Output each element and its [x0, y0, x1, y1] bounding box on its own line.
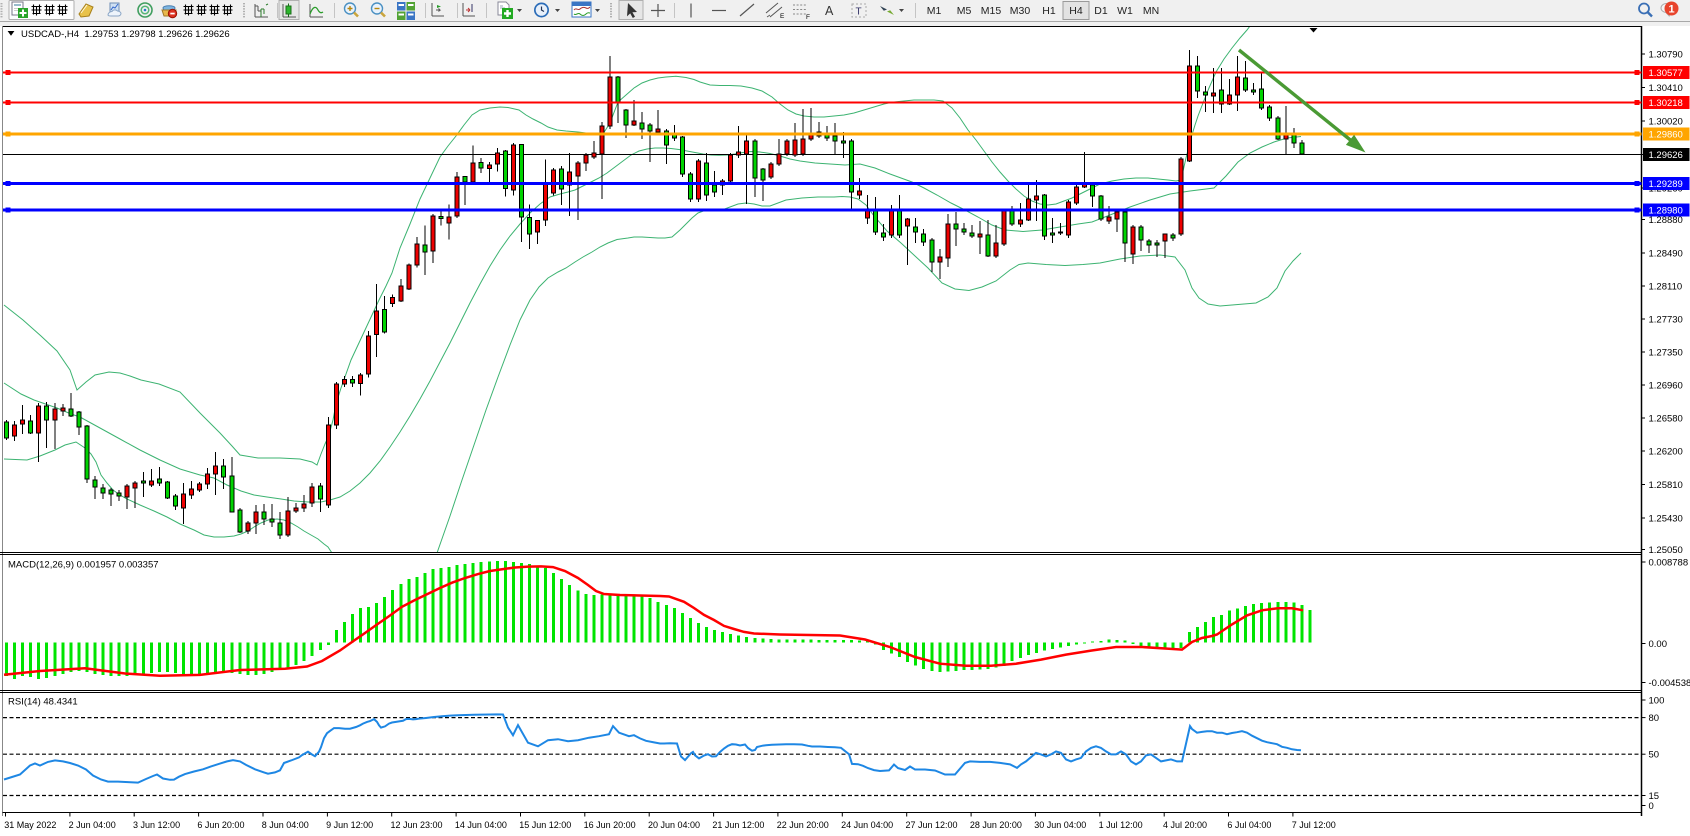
svg-text:15 Jun 12:00: 15 Jun 12:00 — [519, 820, 571, 830]
svg-text:1.26580: 1.26580 — [1649, 414, 1683, 425]
svg-text:6 Jun 20:00: 6 Jun 20:00 — [197, 820, 244, 830]
svg-text:7 Jul 12:00: 7 Jul 12:00 — [1292, 820, 1336, 830]
svg-text:1.29289: 1.29289 — [1649, 179, 1683, 190]
svg-text:1.28980: 1.28980 — [1649, 206, 1683, 217]
svg-text:1.25430: 1.25430 — [1649, 514, 1683, 525]
svg-text:1.28880: 1.28880 — [1649, 215, 1683, 226]
svg-text:1.29626: 1.29626 — [1649, 150, 1683, 161]
svg-text:M15: M15 — [981, 5, 1002, 17]
svg-text:6 Jul 04:00: 6 Jul 04:00 — [1227, 820, 1271, 830]
svg-text:1.27730: 1.27730 — [1649, 315, 1683, 326]
svg-text:12 Jun 23:00: 12 Jun 23:00 — [391, 820, 443, 830]
svg-text:9 Jun 12:00: 9 Jun 12:00 — [326, 820, 373, 830]
svg-text:80: 80 — [1649, 713, 1660, 724]
svg-text:RSI(14) 48.4341: RSI(14) 48.4341 — [8, 697, 78, 708]
svg-text:D1: D1 — [1094, 5, 1108, 17]
svg-text:1.30410: 1.30410 — [1649, 83, 1683, 94]
svg-text:E: E — [780, 13, 785, 20]
svg-text:1.28110: 1.28110 — [1649, 282, 1683, 293]
svg-text:31 May 2022: 31 May 2022 — [4, 820, 56, 830]
svg-text:15: 15 — [1649, 791, 1660, 802]
svg-text:T: T — [856, 7, 862, 18]
svg-text:27 Jun 12:00: 27 Jun 12:00 — [905, 820, 957, 830]
svg-text:M1: M1 — [927, 5, 942, 17]
svg-text:21 Jun 12:00: 21 Jun 12:00 — [712, 820, 764, 830]
svg-text:16 Jun 20:00: 16 Jun 20:00 — [584, 820, 636, 830]
svg-text:1.27350: 1.27350 — [1649, 348, 1683, 359]
svg-text:50: 50 — [1649, 750, 1660, 761]
svg-text:MN: MN — [1143, 5, 1159, 17]
svg-text:1.25810: 1.25810 — [1649, 480, 1683, 491]
svg-text:24 Jun 04:00: 24 Jun 04:00 — [841, 820, 893, 830]
svg-text:1 Jul 12:00: 1 Jul 12:00 — [1099, 820, 1143, 830]
svg-text:4 Jul 20:00: 4 Jul 20:00 — [1163, 820, 1207, 830]
svg-text:M30: M30 — [1010, 5, 1031, 17]
svg-text:8 Jun 04:00: 8 Jun 04:00 — [262, 820, 309, 830]
svg-text:1: 1 — [1668, 4, 1674, 16]
svg-text:F: F — [806, 14, 810, 21]
svg-text:1.29860: 1.29860 — [1649, 130, 1683, 141]
svg-text:1.30577: 1.30577 — [1649, 68, 1683, 79]
svg-text:14 Jun 04:00: 14 Jun 04:00 — [455, 820, 507, 830]
svg-text:W1: W1 — [1117, 5, 1133, 17]
svg-text:1.26200: 1.26200 — [1649, 447, 1683, 458]
svg-text:0.00: 0.00 — [1649, 639, 1668, 650]
svg-text:22 Jun 20:00: 22 Jun 20:00 — [777, 820, 829, 830]
svg-text:1.25050: 1.25050 — [1649, 545, 1683, 556]
svg-text:0: 0 — [1649, 801, 1654, 812]
svg-text:USDCAD-,H4 1.29753 1.29798 1.: USDCAD-,H4 1.29753 1.29798 1.29626 1.296… — [21, 29, 230, 40]
svg-text:2 Jun 04:00: 2 Jun 04:00 — [69, 820, 116, 830]
svg-text:M5: M5 — [957, 5, 972, 17]
svg-text:-0.004538: -0.004538 — [1649, 678, 1690, 689]
svg-text:H4: H4 — [1069, 5, 1083, 17]
svg-text:28 Jun 20:00: 28 Jun 20:00 — [970, 820, 1022, 830]
svg-text:1.28490: 1.28490 — [1649, 249, 1683, 260]
svg-text:MACD(12,26,9) 0.001957 0.00335: MACD(12,26,9) 0.001957 0.003357 — [8, 560, 159, 571]
svg-text:A: A — [825, 4, 834, 18]
svg-text:100: 100 — [1649, 696, 1665, 707]
svg-text:3 Jun 12:00: 3 Jun 12:00 — [133, 820, 180, 830]
svg-text:1.26960: 1.26960 — [1649, 381, 1683, 392]
svg-text:1.30020: 1.30020 — [1649, 117, 1683, 128]
svg-text:0.008788: 0.008788 — [1649, 558, 1689, 569]
svg-text:H1: H1 — [1042, 5, 1056, 17]
svg-text:30 Jun 04:00: 30 Jun 04:00 — [1034, 820, 1086, 830]
svg-text:1.30790: 1.30790 — [1649, 50, 1683, 61]
svg-text:1.30218: 1.30218 — [1649, 98, 1683, 109]
svg-text:20 Jun 04:00: 20 Jun 04:00 — [648, 820, 700, 830]
